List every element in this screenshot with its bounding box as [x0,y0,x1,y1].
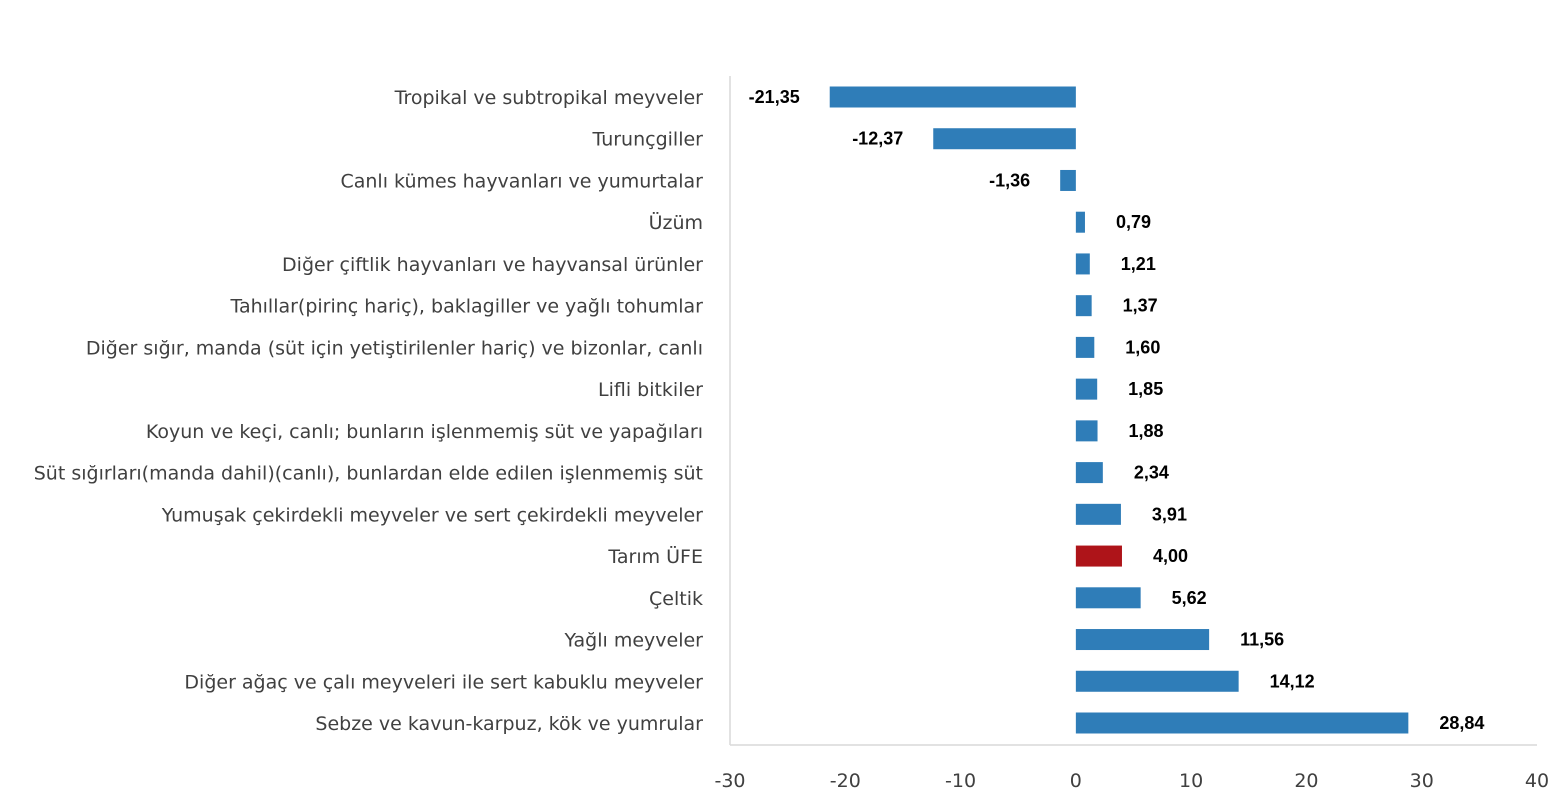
category-label: Diğer sığır, manda (süt için yetiştirile… [86,337,703,359]
bar [1075,211,1085,233]
bar [1075,462,1103,484]
bar [1075,336,1095,358]
category-label: Diğer çiftlik hayvanları ve hayvansal ür… [282,254,703,276]
category-label: Tahıllar(pirinç hariç), baklagiller ve y… [229,296,703,318]
x-tick-label: -30 [714,770,745,792]
data-label: 1,60 [1125,337,1160,357]
category-label: Koyun ve keçi, canlı; bunların işlenmemi… [146,421,703,443]
category-label: Yumuşak çekirdekli meyveler ve sert çeki… [161,504,703,526]
x-tick-label: -10 [945,770,976,792]
x-tick-label: 10 [1179,770,1203,792]
bar [1075,253,1090,275]
data-label: 4,00 [1153,546,1188,566]
category-label: Turunçgiller [591,129,703,151]
data-label: 2,34 [1134,463,1169,483]
data-label: -21,35 [749,87,800,107]
x-tick-label: 20 [1294,770,1318,792]
bar [829,86,1076,108]
data-label: 1,88 [1129,421,1164,441]
category-label: Üzüm [649,211,703,234]
bar [1075,503,1121,525]
data-label: 0,79 [1116,212,1151,232]
bar [1075,295,1092,317]
bar [1075,587,1141,609]
category-label: Sebze ve kavun-karpuz, kök ve yumrular [315,713,703,735]
category-label: Lifli bitkiler [598,379,703,401]
bar [1075,712,1409,734]
category-label: Yağlı meyveler [564,630,704,652]
highlight-bar [1075,545,1122,567]
bar [1075,378,1098,400]
bar [1075,670,1239,692]
category-label: Tropikal ve subtropikal meyveler [394,87,704,109]
x-tick-label: -20 [830,770,861,792]
x-tick-label: 30 [1410,770,1434,792]
data-label: 28,84 [1439,713,1484,733]
category-label: Diğer ağaç ve çalı meyveleri ile sert ka… [184,671,703,693]
x-tick-label: 40 [1525,770,1549,792]
bar [1075,420,1098,442]
bar [1075,629,1210,651]
data-label: 14,12 [1270,671,1315,691]
category-label: Canlı kümes hayvanları ve yumurtalar [340,170,703,192]
x-tick-label: 0 [1070,770,1082,792]
data-label: 1,21 [1121,254,1156,274]
bar [1060,169,1076,191]
category-label: Süt sığırları(manda dahil)(canlı), bunla… [34,463,703,485]
data-label: -12,37 [852,129,903,149]
data-label: 5,62 [1172,588,1207,608]
data-label: 11,56 [1240,630,1284,650]
category-label: Çeltik [649,588,703,610]
data-label: 1,85 [1128,379,1163,399]
data-label: -1,36 [989,170,1030,190]
bar [933,128,1076,150]
data-label: 1,37 [1123,296,1158,316]
category-label: Tarım ÜFE [607,545,703,568]
data-label: 3,91 [1152,504,1187,524]
